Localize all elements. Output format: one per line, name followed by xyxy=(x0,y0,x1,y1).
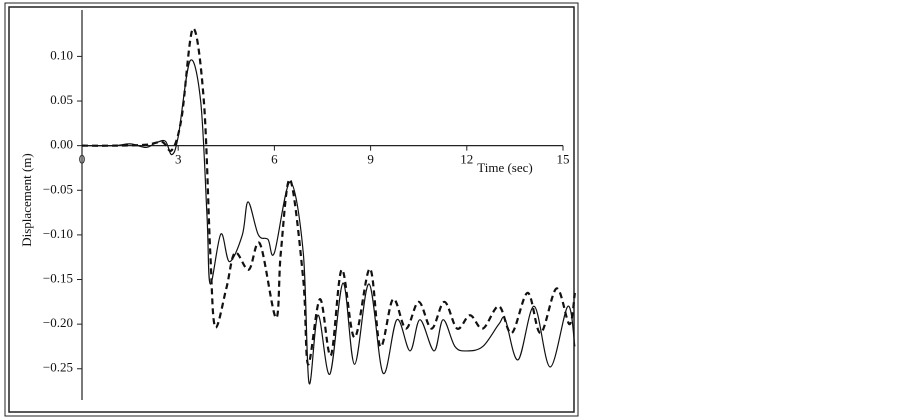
y-tick-label: 0.10 xyxy=(50,47,73,62)
y-tick-label: −0.10 xyxy=(43,226,73,241)
y-tick-label: −0.25 xyxy=(43,360,73,375)
y-tick-label: 0.00 xyxy=(50,137,73,152)
x-tick-label: 12 xyxy=(460,152,473,167)
x-tick-label: 0 xyxy=(79,152,86,167)
y-axis-label: Displacement (m) xyxy=(19,153,34,247)
y-tick-label: −0.15 xyxy=(43,271,73,286)
x-tick-label: 6 xyxy=(271,152,278,167)
x-tick-label: 9 xyxy=(367,152,374,167)
y-tick-label: 0.05 xyxy=(50,92,73,107)
y-tick-label: −0.20 xyxy=(43,315,73,330)
x-axis-label: Time (sec) xyxy=(477,160,533,175)
x-tick-label: 3 xyxy=(175,152,182,167)
inner-frame xyxy=(8,6,575,413)
outer-frame xyxy=(4,2,579,417)
data-line xyxy=(81,27,576,366)
data-line xyxy=(81,59,576,385)
y-tick-label: −0.05 xyxy=(43,181,73,196)
x-tick-label: 15 xyxy=(557,152,570,167)
